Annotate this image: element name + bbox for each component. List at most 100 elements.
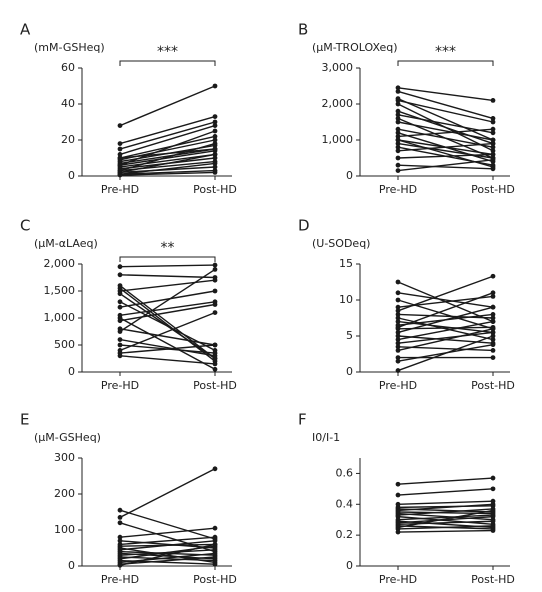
y-tick-label: 0.6 bbox=[336, 466, 354, 479]
data-point bbox=[117, 507, 123, 513]
data-point bbox=[490, 355, 496, 360]
data-point bbox=[395, 297, 401, 303]
data-point bbox=[117, 152, 123, 157]
data-point bbox=[117, 562, 123, 568]
data-point bbox=[117, 162, 123, 168]
pair-line bbox=[119, 556, 216, 565]
data-point bbox=[395, 101, 401, 107]
y-tick-label: 200 bbox=[54, 487, 75, 500]
x-tick-label: Pre-HD bbox=[379, 379, 417, 392]
data-point bbox=[490, 312, 496, 317]
data-point bbox=[117, 299, 123, 305]
data-point bbox=[395, 148, 401, 154]
significance-label: *** bbox=[157, 44, 178, 60]
panel-letter: F bbox=[298, 411, 307, 429]
data-point bbox=[212, 551, 218, 556]
data-point bbox=[490, 315, 496, 321]
data-point bbox=[490, 141, 496, 147]
pair-line bbox=[397, 529, 494, 533]
pair-line bbox=[397, 508, 494, 516]
pair-line bbox=[397, 503, 494, 512]
pair-line bbox=[119, 150, 216, 166]
pair-line bbox=[397, 525, 494, 530]
data-point bbox=[117, 318, 123, 324]
data-point bbox=[395, 290, 401, 296]
data-point bbox=[490, 98, 496, 103]
pair-line bbox=[119, 153, 216, 174]
data-point bbox=[490, 130, 496, 136]
data-point bbox=[490, 119, 496, 125]
y-tick-label: 2,000 bbox=[322, 97, 354, 110]
data-point bbox=[212, 170, 218, 175]
data-point bbox=[212, 262, 218, 268]
data-point bbox=[490, 152, 496, 157]
y-tick-label: 0 bbox=[68, 365, 75, 378]
pair-line bbox=[119, 509, 216, 540]
data-point bbox=[395, 315, 401, 321]
data-point bbox=[490, 475, 496, 481]
data-point bbox=[212, 137, 218, 143]
data-point bbox=[395, 144, 401, 150]
data-point bbox=[117, 520, 123, 526]
pair-line bbox=[119, 268, 216, 333]
pair-line bbox=[397, 331, 494, 344]
data-point bbox=[490, 144, 496, 150]
panel-letter: A bbox=[20, 21, 31, 39]
pair-line bbox=[397, 142, 494, 152]
pair-line bbox=[397, 320, 494, 341]
pair-line bbox=[397, 328, 494, 352]
pair-line bbox=[119, 552, 216, 564]
data-point bbox=[212, 525, 218, 531]
pair-line bbox=[397, 488, 494, 496]
y-axis-label: (μM-GSHeq) bbox=[34, 431, 101, 444]
data-point bbox=[212, 350, 218, 356]
y-axis-label: (mM-GSHeq) bbox=[34, 41, 105, 54]
pair-line bbox=[119, 287, 216, 362]
y-tick-label: 1,000 bbox=[322, 133, 354, 146]
data-point bbox=[490, 333, 496, 339]
pair-line bbox=[119, 556, 216, 562]
pair-line bbox=[119, 468, 216, 519]
pair-line bbox=[119, 264, 216, 268]
data-point bbox=[490, 290, 496, 296]
panel-letter: E bbox=[20, 411, 29, 429]
significance-bracket bbox=[397, 60, 494, 66]
data-point bbox=[490, 294, 496, 299]
panel-letter: B bbox=[298, 21, 308, 39]
pair-line bbox=[119, 279, 216, 292]
y-tick-label: 40 bbox=[61, 97, 75, 110]
pair-line bbox=[397, 114, 494, 134]
y-tick-label: 2,000 bbox=[44, 257, 76, 270]
y-tick-label: 0 bbox=[346, 365, 353, 378]
data-point bbox=[395, 168, 401, 174]
data-point bbox=[117, 291, 123, 297]
data-point bbox=[212, 164, 218, 170]
data-point bbox=[117, 304, 123, 310]
data-point bbox=[490, 304, 496, 310]
pair-line bbox=[119, 135, 216, 159]
pair-line bbox=[119, 148, 216, 165]
significance-label: ** bbox=[161, 240, 175, 256]
pair-line bbox=[119, 124, 216, 156]
pair-line bbox=[397, 97, 494, 141]
data-point bbox=[117, 329, 123, 334]
y-tick-label: 0 bbox=[68, 169, 75, 182]
data-point bbox=[212, 114, 218, 119]
data-point bbox=[117, 538, 123, 544]
data-point bbox=[395, 137, 401, 143]
data-point bbox=[395, 304, 401, 310]
data-point bbox=[395, 340, 401, 346]
pair-line bbox=[119, 311, 216, 352]
data-point bbox=[395, 308, 401, 314]
panel-letter: C bbox=[20, 217, 30, 235]
data-point bbox=[490, 164, 496, 170]
data-point bbox=[212, 542, 218, 547]
data-point bbox=[490, 126, 496, 132]
pair-line bbox=[397, 514, 494, 521]
data-point bbox=[117, 123, 123, 128]
data-point bbox=[395, 141, 401, 147]
data-point bbox=[490, 348, 496, 353]
y-tick-label: 15 bbox=[339, 257, 353, 270]
significance-bracket bbox=[119, 256, 216, 262]
